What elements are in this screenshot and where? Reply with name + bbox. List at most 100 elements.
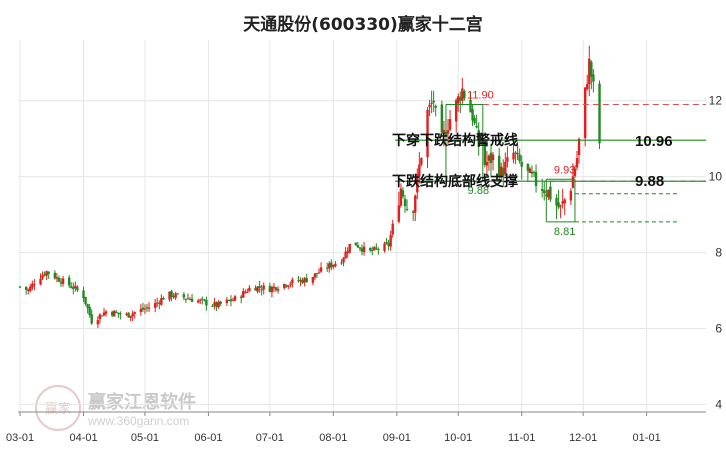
candle-up bbox=[231, 299, 235, 301]
x-tick-label: 09-01 bbox=[383, 432, 411, 444]
candle-up bbox=[342, 258, 345, 263]
candle-down bbox=[115, 312, 118, 314]
candle-down bbox=[84, 296, 87, 304]
candle-down bbox=[526, 163, 530, 171]
candle-down bbox=[203, 299, 206, 301]
candle-up bbox=[31, 283, 34, 288]
candle-up bbox=[125, 313, 128, 315]
candle-up bbox=[311, 276, 315, 283]
candle-up bbox=[397, 205, 401, 222]
candle-down bbox=[172, 296, 175, 298]
candle-down bbox=[219, 301, 222, 304]
candle-up bbox=[74, 285, 77, 289]
candle-up bbox=[282, 284, 286, 288]
candle-down bbox=[215, 302, 218, 308]
candle-down bbox=[497, 155, 501, 178]
candle-down bbox=[530, 171, 534, 174]
y-tick-label: 4 bbox=[715, 397, 722, 411]
candle-down bbox=[463, 90, 466, 99]
candle-down bbox=[358, 247, 362, 249]
candle-down bbox=[403, 198, 407, 207]
candle-up bbox=[55, 277, 59, 279]
candle-down bbox=[82, 290, 85, 299]
candle-down bbox=[387, 242, 390, 247]
candle-down bbox=[227, 300, 231, 302]
candle-up bbox=[160, 298, 163, 305]
candle-down bbox=[356, 245, 360, 248]
candle-down bbox=[43, 273, 46, 276]
candle-up bbox=[344, 251, 347, 259]
candle-up bbox=[461, 88, 464, 101]
candle-down bbox=[483, 144, 487, 165]
candle-up bbox=[133, 312, 136, 314]
warning-annotation: 下穿下跌结构警戒线 bbox=[392, 132, 518, 148]
support-annotation: 下跌结构底部线支撑 bbox=[392, 173, 518, 189]
box-high-label: 9.93 bbox=[554, 164, 575, 176]
candle-down bbox=[86, 304, 89, 308]
candle-up bbox=[506, 157, 509, 162]
candle-down bbox=[205, 299, 208, 306]
candle-up bbox=[332, 265, 335, 267]
candle-down bbox=[557, 202, 560, 208]
candle-down bbox=[285, 284, 288, 287]
candle-down bbox=[405, 208, 409, 210]
candle-down bbox=[518, 154, 521, 162]
candle-up bbox=[317, 272, 321, 274]
candle-down bbox=[340, 262, 343, 264]
candle-down bbox=[141, 307, 145, 310]
candle-up bbox=[485, 162, 489, 166]
candle-up bbox=[147, 307, 151, 309]
candle-down bbox=[549, 186, 552, 200]
candle-up bbox=[272, 286, 276, 289]
candle-up bbox=[504, 161, 507, 175]
candle-down bbox=[434, 105, 437, 108]
candle-up bbox=[96, 320, 100, 325]
candle-down bbox=[274, 287, 278, 291]
candle-down bbox=[592, 74, 595, 82]
candle-up bbox=[41, 275, 44, 279]
candle-up bbox=[113, 310, 116, 317]
candle-down bbox=[532, 171, 536, 173]
candle-down bbox=[459, 97, 462, 101]
candle-up bbox=[334, 263, 337, 267]
candle-down bbox=[440, 104, 444, 133]
candle-up bbox=[577, 138, 581, 156]
box-low-label: 9.88 bbox=[468, 185, 489, 197]
candle-down bbox=[47, 271, 50, 274]
box-high-label: 11.90 bbox=[467, 90, 494, 102]
candle-down bbox=[598, 83, 601, 144]
candle-up bbox=[291, 279, 294, 284]
candle-up bbox=[244, 291, 247, 293]
candle-up bbox=[233, 296, 237, 301]
candle-up bbox=[287, 285, 290, 287]
candle-down bbox=[543, 190, 546, 194]
candle-down bbox=[76, 287, 79, 291]
candle-down bbox=[59, 281, 63, 284]
candle-up bbox=[561, 201, 564, 204]
candle-down bbox=[330, 262, 333, 268]
candle-down bbox=[301, 279, 304, 283]
candle-up bbox=[414, 195, 417, 213]
candle-up bbox=[391, 223, 394, 235]
candle-up bbox=[448, 119, 452, 130]
y-tick-label: 10 bbox=[709, 170, 723, 184]
candle-up bbox=[129, 315, 132, 318]
candle-up bbox=[186, 298, 190, 300]
candle-up bbox=[39, 278, 42, 285]
candle-down bbox=[67, 277, 71, 286]
candle-up bbox=[289, 283, 292, 285]
candle-up bbox=[270, 287, 274, 293]
candle-up bbox=[563, 199, 566, 204]
candle-down bbox=[368, 247, 372, 251]
candle-up bbox=[303, 277, 306, 283]
candle-up bbox=[348, 243, 351, 253]
candle-up bbox=[528, 168, 532, 173]
candle-down bbox=[475, 125, 478, 128]
y-tick-label: 12 bbox=[709, 94, 723, 108]
candle-down bbox=[590, 61, 593, 77]
candle-up bbox=[276, 289, 280, 291]
candle-down bbox=[127, 312, 130, 318]
candle-up bbox=[246, 291, 249, 293]
candle-up bbox=[156, 302, 159, 304]
candle-up bbox=[547, 189, 550, 198]
